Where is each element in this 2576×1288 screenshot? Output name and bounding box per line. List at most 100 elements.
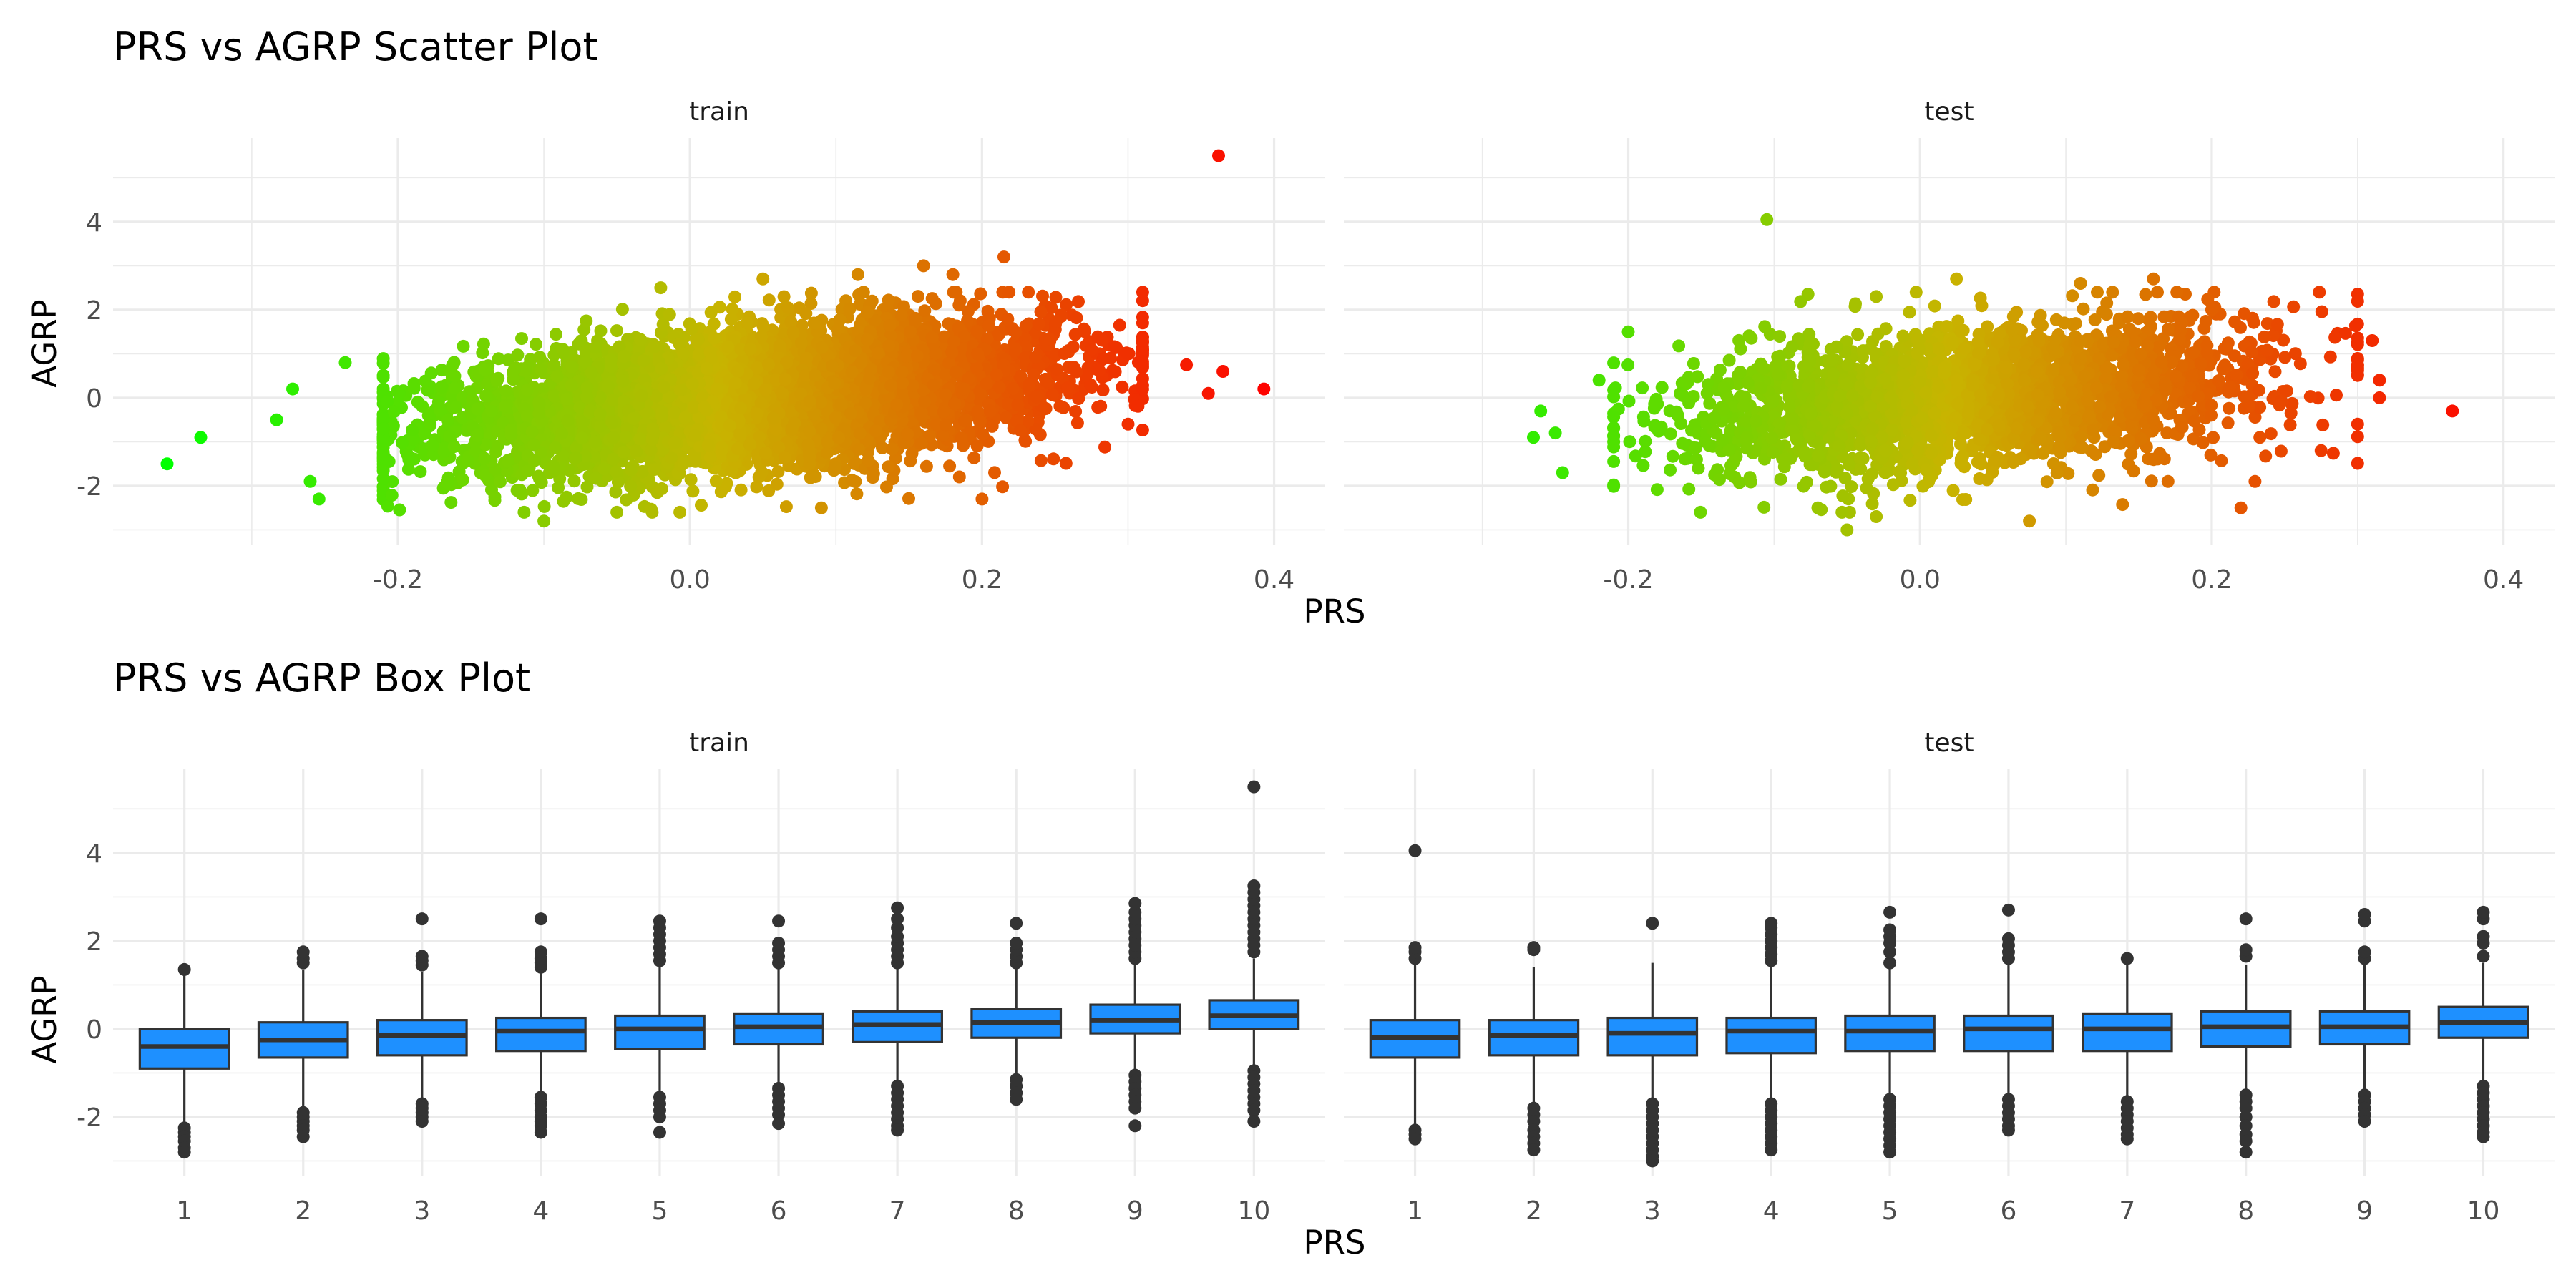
scatter-point xyxy=(402,453,416,467)
scatter-point xyxy=(1059,457,1073,470)
scatter-point xyxy=(885,442,899,456)
scatter-point xyxy=(828,460,841,474)
scatter-point xyxy=(695,499,708,512)
scatter-point xyxy=(477,337,490,351)
scatter-point xyxy=(1019,339,1033,353)
scatter-point xyxy=(556,343,570,356)
scatter-point xyxy=(401,462,415,476)
scatter-point xyxy=(918,304,932,318)
scatter-strip-train: train xyxy=(689,97,749,127)
scatter-point xyxy=(1136,316,1149,330)
scatter-point xyxy=(677,457,691,470)
scatter-point xyxy=(489,441,502,454)
scatter-point xyxy=(756,317,769,331)
scatter-panel-train: -0.2 0.0 0.2 0.4 xyxy=(113,138,1325,595)
scatter-point xyxy=(926,404,940,417)
scatter-point xyxy=(393,503,406,517)
scatter-point xyxy=(492,352,505,366)
scatter-point xyxy=(488,490,502,504)
scatter-point xyxy=(832,323,846,336)
scatter-point xyxy=(407,381,421,395)
scatter-point xyxy=(902,492,915,505)
scatter-point xyxy=(376,382,390,396)
scatter-point xyxy=(1019,351,1033,364)
scatter-point xyxy=(857,286,870,299)
scatter-point xyxy=(656,318,670,331)
scatter-point xyxy=(1060,298,1073,311)
scatter-point xyxy=(850,487,864,501)
scatter-point xyxy=(570,441,583,454)
scatter-point xyxy=(446,358,459,372)
scatter-point xyxy=(980,332,994,346)
scatter-point xyxy=(914,436,928,450)
scatter-point xyxy=(479,438,492,452)
scatter-point xyxy=(904,454,917,468)
scatter-point xyxy=(1070,311,1083,325)
scatter-point xyxy=(686,484,700,498)
scatter-point xyxy=(919,459,933,473)
scatter-point xyxy=(755,466,769,479)
scatter-point xyxy=(547,389,561,403)
scatter-point xyxy=(970,324,984,338)
scatter-point xyxy=(779,500,793,514)
scatter-point xyxy=(1050,363,1063,376)
scatter-point xyxy=(1034,454,1048,467)
scatter-point xyxy=(956,342,970,356)
scatter-point xyxy=(853,298,867,311)
scatter-point xyxy=(1072,295,1085,308)
scatter-point xyxy=(479,389,493,403)
scatter-point xyxy=(469,446,482,459)
scatter-point xyxy=(663,308,676,321)
scatter-point xyxy=(580,314,593,328)
scatter-point xyxy=(690,333,703,346)
scatter-point xyxy=(804,297,818,311)
scatter-point xyxy=(449,400,463,414)
scatter-point xyxy=(1136,382,1149,396)
scatter-point xyxy=(704,306,718,319)
scatter-point xyxy=(673,505,687,519)
scatter-point xyxy=(996,480,1010,494)
scatter-point xyxy=(1019,319,1033,333)
scatter-point xyxy=(1131,399,1145,413)
scatter-point xyxy=(1022,286,1035,299)
scatter-point xyxy=(515,332,528,346)
scatter-point xyxy=(728,290,741,303)
scatter-point xyxy=(525,425,539,439)
scatter-point xyxy=(770,477,784,491)
scatter-point xyxy=(1068,328,1082,341)
scatter-point xyxy=(882,293,895,307)
scatter-point xyxy=(610,324,623,338)
scatter-point xyxy=(677,347,691,361)
scatter-point xyxy=(952,470,966,484)
scatter-point xyxy=(620,493,633,507)
scatter-point xyxy=(795,318,809,332)
scatter-point xyxy=(457,339,470,353)
scatter-point xyxy=(492,371,505,385)
scatter-point xyxy=(1001,313,1015,326)
scatter-point xyxy=(1053,399,1067,413)
scatter-point xyxy=(615,303,629,316)
scatter-point xyxy=(494,475,507,489)
scatter-point xyxy=(381,499,394,513)
scatter-point xyxy=(1018,434,1032,447)
scatter-point xyxy=(624,479,638,493)
scatter-point xyxy=(1049,315,1063,328)
scatter-point xyxy=(1136,424,1149,436)
scatter-point xyxy=(1045,301,1058,315)
scatter-point xyxy=(611,475,625,489)
scatter-point xyxy=(517,505,531,519)
scatter-plot-section: PRS vs AGRP Scatter Plot train test -0.2… xyxy=(26,24,2555,630)
scatter-point xyxy=(520,409,534,423)
scatter-point xyxy=(1116,380,1129,394)
scatter-point xyxy=(517,364,531,377)
scatter-point xyxy=(884,328,897,342)
scatter-strip-test: test xyxy=(1924,97,1974,127)
scatter-point xyxy=(466,393,479,406)
scatter-title: PRS vs AGRP Scatter Plot xyxy=(113,24,598,69)
scatter-point xyxy=(988,466,1001,479)
scatter-point xyxy=(376,441,390,454)
scatter-point xyxy=(376,371,390,384)
scatter-point xyxy=(703,451,717,464)
scatter-point xyxy=(958,414,972,428)
